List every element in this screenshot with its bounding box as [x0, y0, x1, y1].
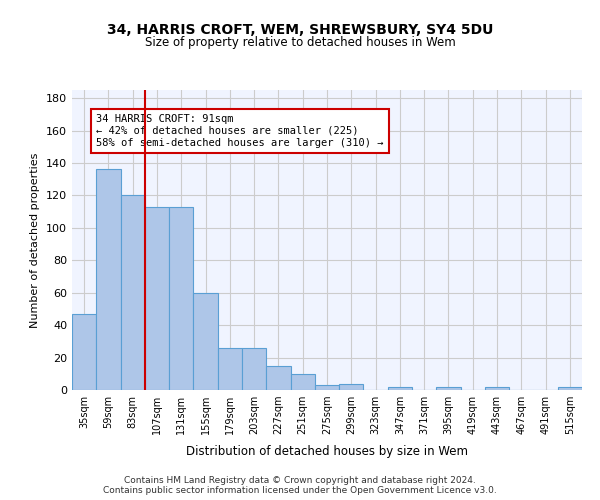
- Bar: [315, 385, 339, 390]
- Bar: [169, 207, 193, 390]
- Bar: [145, 207, 169, 390]
- Bar: [388, 387, 412, 390]
- Text: Size of property relative to detached houses in Wem: Size of property relative to detached ho…: [145, 36, 455, 49]
- Text: 34, HARRIS CROFT, WEM, SHREWSBURY, SY4 5DU: 34, HARRIS CROFT, WEM, SHREWSBURY, SY4 5…: [107, 22, 493, 36]
- Bar: [121, 196, 145, 390]
- Bar: [218, 348, 242, 390]
- Bar: [72, 314, 96, 390]
- Bar: [290, 374, 315, 390]
- Bar: [485, 387, 509, 390]
- Bar: [339, 384, 364, 390]
- Y-axis label: Number of detached properties: Number of detached properties: [31, 152, 40, 328]
- X-axis label: Distribution of detached houses by size in Wem: Distribution of detached houses by size …: [186, 446, 468, 458]
- Bar: [558, 387, 582, 390]
- Bar: [266, 366, 290, 390]
- Bar: [96, 170, 121, 390]
- Text: Contains HM Land Registry data © Crown copyright and database right 2024.
Contai: Contains HM Land Registry data © Crown c…: [103, 476, 497, 495]
- Bar: [193, 292, 218, 390]
- Text: 34 HARRIS CROFT: 91sqm
← 42% of detached houses are smaller (225)
58% of semi-de: 34 HARRIS CROFT: 91sqm ← 42% of detached…: [96, 114, 384, 148]
- Bar: [242, 348, 266, 390]
- Bar: [436, 387, 461, 390]
